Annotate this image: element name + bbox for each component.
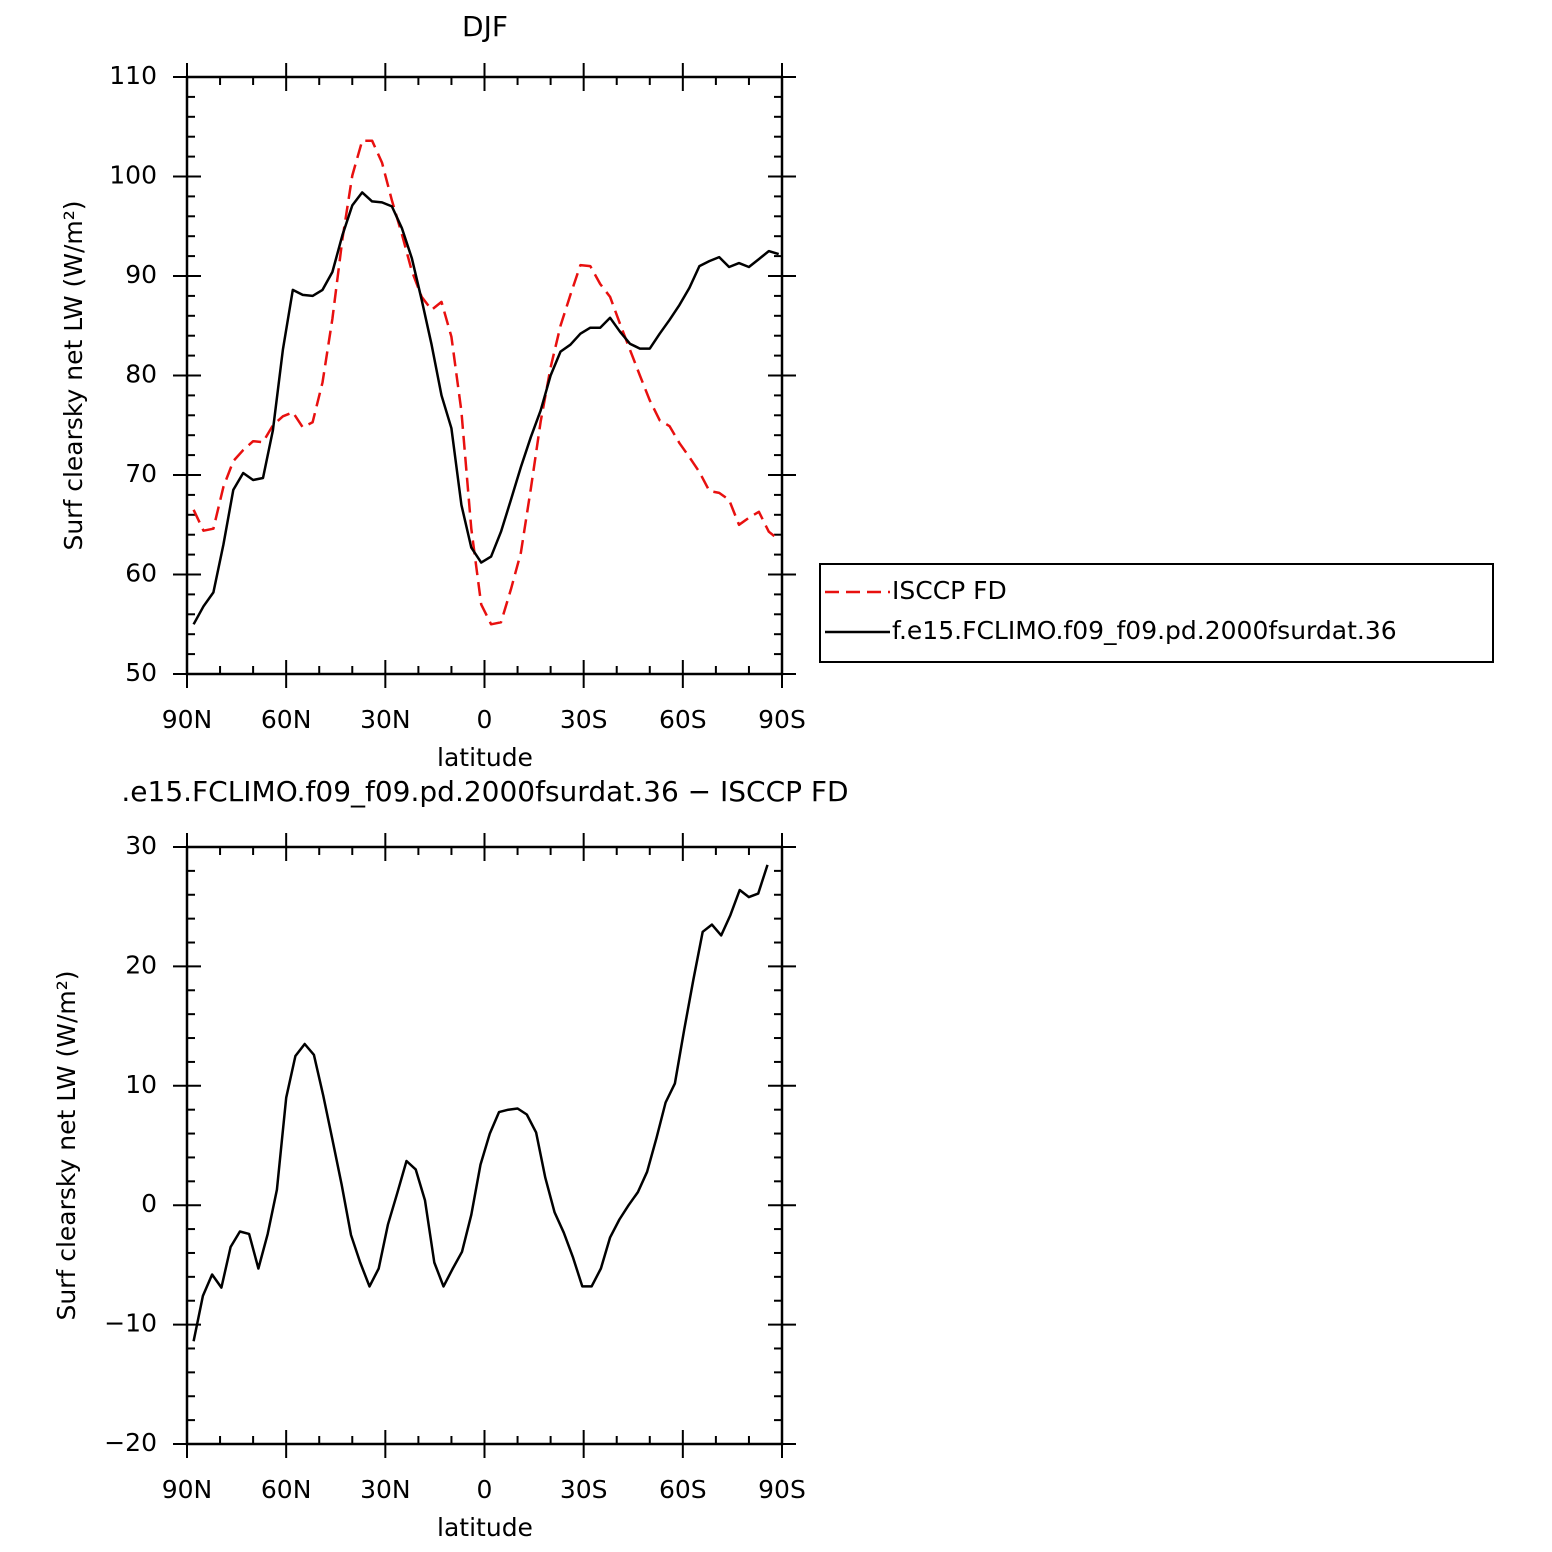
y-tick-label: 10: [125, 1070, 157, 1099]
x-axis-label: latitude: [437, 1513, 533, 1542]
data-line: [192, 864, 769, 1342]
y-tick-label: 0: [141, 1189, 157, 1218]
legend-box: [819, 563, 1494, 663]
y-tick-label: 60: [125, 559, 157, 588]
plot-frame: [185, 845, 784, 1446]
x-tick-label: 90S: [758, 1475, 806, 1504]
x-tick-label: 60N: [261, 705, 312, 734]
x-tick-label: 90S: [758, 705, 806, 734]
chart-title: DJF: [462, 10, 508, 43]
y-tick-label: 50: [125, 658, 157, 687]
x-tick-label: 90N: [162, 705, 213, 734]
y-tick-label: −20: [104, 1428, 157, 1457]
y-tick-label: 90: [125, 260, 157, 289]
y-tick-label: 100: [109, 161, 157, 190]
y-axis-label: Surf clearsky net LW (W/m²): [59, 200, 88, 550]
x-axis-label: latitude: [437, 743, 533, 772]
x-tick-label: 90N: [162, 1475, 213, 1504]
x-tick-label: 30S: [560, 705, 608, 734]
y-axis-label: Surf clearsky net LW (W/m²): [52, 970, 81, 1320]
x-tick-label: 30S: [560, 1475, 608, 1504]
chart-title: .e15.FCLIMO.f09_f09.pd.2000fsurdat.36 − …: [121, 775, 848, 808]
x-tick-label: 30N: [360, 1475, 411, 1504]
x-tick-label: 60S: [659, 1475, 707, 1504]
y-tick-label: 20: [125, 950, 157, 979]
y-tick-label: 70: [125, 459, 157, 488]
x-tick-label: 60S: [659, 705, 707, 734]
y-tick-label: −10: [104, 1309, 157, 1338]
legend-label: f.e15.FCLIMO.f09_f09.pd.2000fsurdat.36: [892, 616, 1397, 645]
legend-label: ISCCP FD: [892, 576, 1007, 605]
y-tick-label: 30: [125, 831, 157, 860]
data-line: [192, 191, 780, 625]
data-line: [192, 139, 780, 626]
x-tick-label: 60N: [261, 1475, 312, 1504]
x-tick-label: 0: [477, 705, 493, 734]
x-tick-label: 30N: [360, 705, 411, 734]
x-tick-label: 0: [477, 1475, 493, 1504]
plot-frame: [185, 75, 784, 676]
y-tick-label: 80: [125, 360, 157, 389]
y-tick-label: 110: [109, 61, 157, 90]
